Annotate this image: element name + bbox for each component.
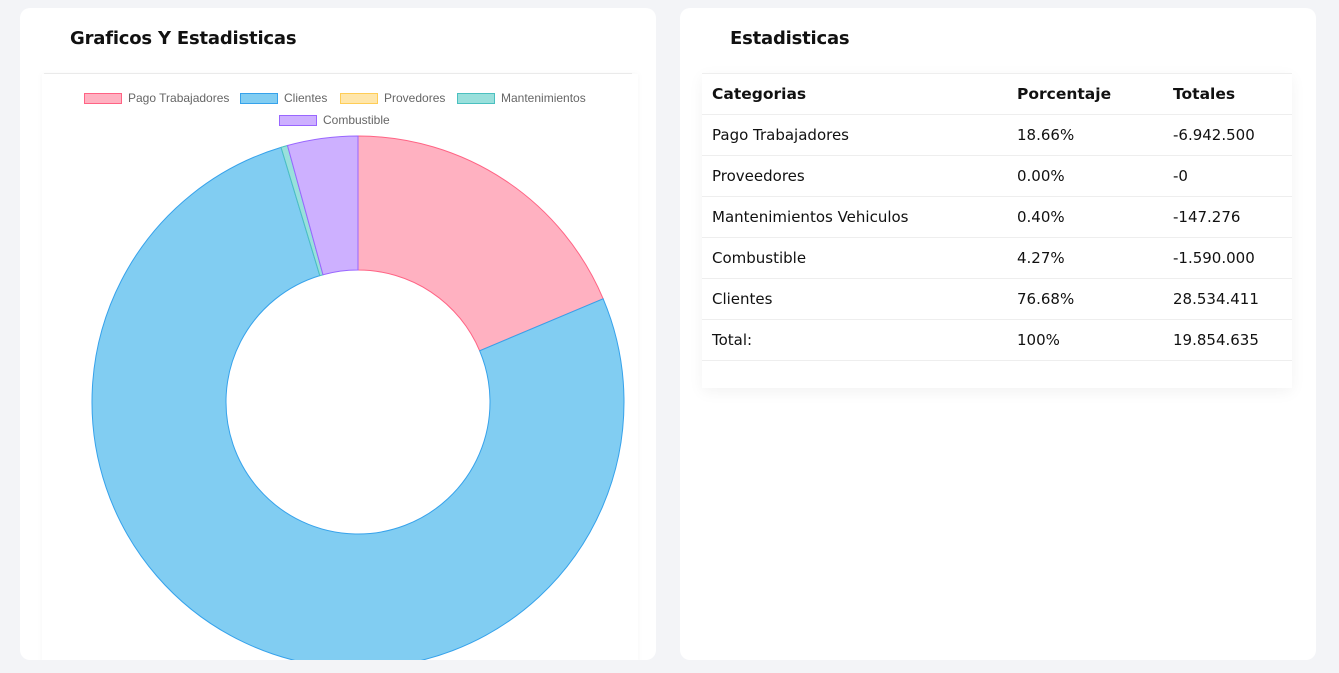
- table-cell: 76.68%: [1007, 278, 1163, 320]
- table-cell: Clientes: [702, 278, 1007, 320]
- table-cell: -147.276: [1163, 196, 1292, 238]
- donut-chart: [91, 135, 625, 660]
- table-cell: Total:: [702, 319, 1007, 361]
- table-cell: -6.942.500: [1163, 114, 1292, 156]
- table-row: Proveedores 0.00% -0: [702, 155, 1292, 197]
- legend-label: Pago Trabajadores: [128, 91, 230, 105]
- table-row: Combustible 4.27% -1.590.000: [702, 237, 1292, 279]
- legend-item[interactable]: Provedores: [340, 91, 445, 105]
- donut-slice-pago-trabajadores[interactable]: [357, 135, 604, 352]
- table-cell: -0: [1163, 155, 1292, 197]
- legend-item[interactable]: Clientes: [240, 91, 327, 105]
- table-cell: 28.534.411: [1163, 278, 1292, 320]
- column-header-porcentaje: Porcentaje: [1007, 74, 1163, 115]
- donut-slice-clientes[interactable]: [91, 146, 625, 660]
- legend-label: Clientes: [284, 91, 328, 105]
- stats-table-panel: Categorias Porcentaje Totales Pago Traba…: [702, 73, 1292, 388]
- column-header-categorias: Categorias: [702, 74, 1007, 115]
- chart-card-title: Graficos Y Estadisticas: [70, 28, 297, 49]
- legend-label: Combustible: [323, 113, 390, 127]
- table-row: Pago Trabajadores 18.66% -6.942.500: [702, 114, 1292, 156]
- table-cell: 4.27%: [1007, 237, 1163, 279]
- table-cell: Pago Trabajadores: [702, 114, 1007, 156]
- table-cell: 18.66%: [1007, 114, 1163, 156]
- column-header-totales: Totales: [1163, 74, 1292, 115]
- table-cell: Mantenimientos Vehiculos: [702, 196, 1007, 238]
- table-row: Mantenimientos Vehiculos 0.40% -147.276: [702, 196, 1292, 238]
- legend-label: Provedores: [384, 91, 446, 105]
- table-row-total: Total: 100% 19.854.635: [702, 319, 1292, 361]
- table-cell: 19.854.635: [1163, 319, 1292, 361]
- table-cell: 0.00%: [1007, 155, 1163, 197]
- legend-item[interactable]: Combustible: [279, 113, 390, 127]
- table-cell: 100%: [1007, 319, 1163, 361]
- legend-item[interactable]: Mantenimientos: [457, 91, 586, 105]
- table-row: Clientes 76.68% 28.534.411: [702, 278, 1292, 320]
- legend-swatch: [457, 92, 495, 104]
- table-header-row: Categorias Porcentaje Totales: [702, 74, 1292, 115]
- stats-card: Estadisticas Categorias Porcentaje Total…: [680, 8, 1316, 660]
- table-cell: Proveedores: [702, 155, 1007, 197]
- chart-panel: Pago Trabajadores Clientes Provedores Mante…: [42, 74, 638, 660]
- legend-swatch: [279, 114, 317, 126]
- chart-card: Graficos Y Estadisticas Pago Trabajadore…: [20, 8, 656, 660]
- legend-swatch: [240, 92, 278, 104]
- legend-swatch: [340, 92, 378, 104]
- table-cell: 0.40%: [1007, 196, 1163, 238]
- donut-slice-combustible[interactable]: [286, 135, 359, 276]
- stats-card-title: Estadisticas: [730, 28, 850, 49]
- stats-table: Categorias Porcentaje Totales Pago Traba…: [702, 74, 1292, 361]
- legend-item[interactable]: Pago Trabajadores: [84, 91, 229, 105]
- legend-label: Mantenimientos: [501, 91, 586, 105]
- table-cell: Combustible: [702, 237, 1007, 279]
- table-cell: -1.590.000: [1163, 237, 1292, 279]
- chart-title-divider: [44, 73, 632, 74]
- legend-swatch: [84, 92, 122, 104]
